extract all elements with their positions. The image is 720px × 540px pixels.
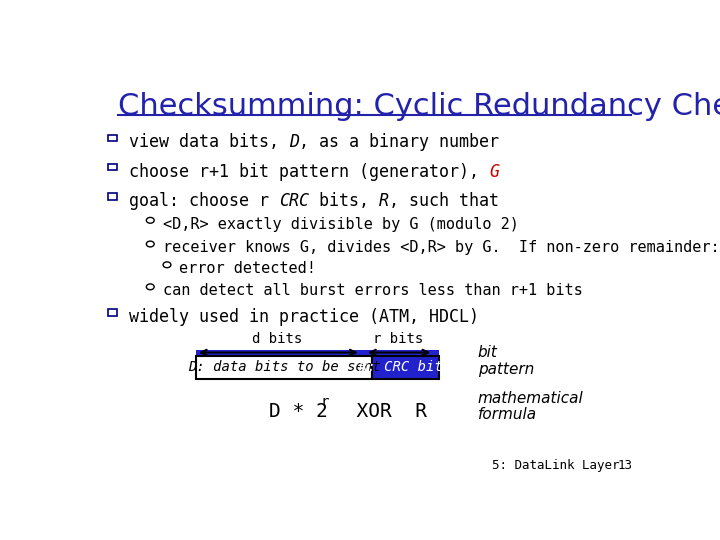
Text: pattern: pattern — [478, 362, 534, 377]
FancyBboxPatch shape — [196, 356, 372, 379]
Text: can detect all burst errors less than r+1 bits: can detect all burst errors less than r+… — [163, 283, 582, 298]
Text: receiver knows G, divides <D,R> by G.  If non-zero remainder:: receiver knows G, divides <D,R> by G. If… — [163, 240, 719, 255]
Text: Checksumming: Cyclic Redundancy Check: Checksumming: Cyclic Redundancy Check — [118, 92, 720, 121]
Text: bit: bit — [478, 346, 498, 360]
Text: XOR  R: XOR R — [333, 402, 427, 422]
Text: D * 2: D * 2 — [269, 402, 328, 422]
Text: D: data bits to be sent: D: data bits to be sent — [188, 360, 380, 374]
Text: , as a binary number: , as a binary number — [299, 133, 499, 151]
FancyBboxPatch shape — [196, 350, 438, 362]
Text: r: r — [320, 395, 329, 409]
Text: error detected!: error detected! — [179, 261, 316, 276]
Text: , such that: , such that — [389, 192, 499, 210]
Text: G: G — [489, 163, 499, 180]
Text: <D,R> exactly divisible by G (modulo 2): <D,R> exactly divisible by G (modulo 2) — [163, 217, 518, 232]
Text: CRC: CRC — [279, 192, 309, 210]
Text: 5: DataLink Layer: 5: DataLink Layer — [492, 460, 619, 472]
Text: 13: 13 — [617, 460, 632, 472]
Text: D: D — [289, 133, 299, 151]
Text: goal: choose r: goal: choose r — [129, 192, 279, 210]
Text: choose r+1 bit pattern (generator),: choose r+1 bit pattern (generator), — [129, 163, 489, 180]
Text: d bits: d bits — [252, 332, 302, 346]
Text: mathematical: mathematical — [478, 391, 583, 406]
FancyBboxPatch shape — [372, 356, 438, 379]
Text: widely used in practice (ATM, HDCL): widely used in practice (ATM, HDCL) — [129, 308, 479, 326]
Text: view data bits,: view data bits, — [129, 133, 289, 151]
Text: r bits: r bits — [374, 332, 423, 346]
Text: formula: formula — [478, 407, 537, 422]
Text: bits,: bits, — [309, 192, 379, 210]
Text: R: CRC bits: R: CRC bits — [359, 360, 451, 374]
Text: R: R — [379, 192, 389, 210]
